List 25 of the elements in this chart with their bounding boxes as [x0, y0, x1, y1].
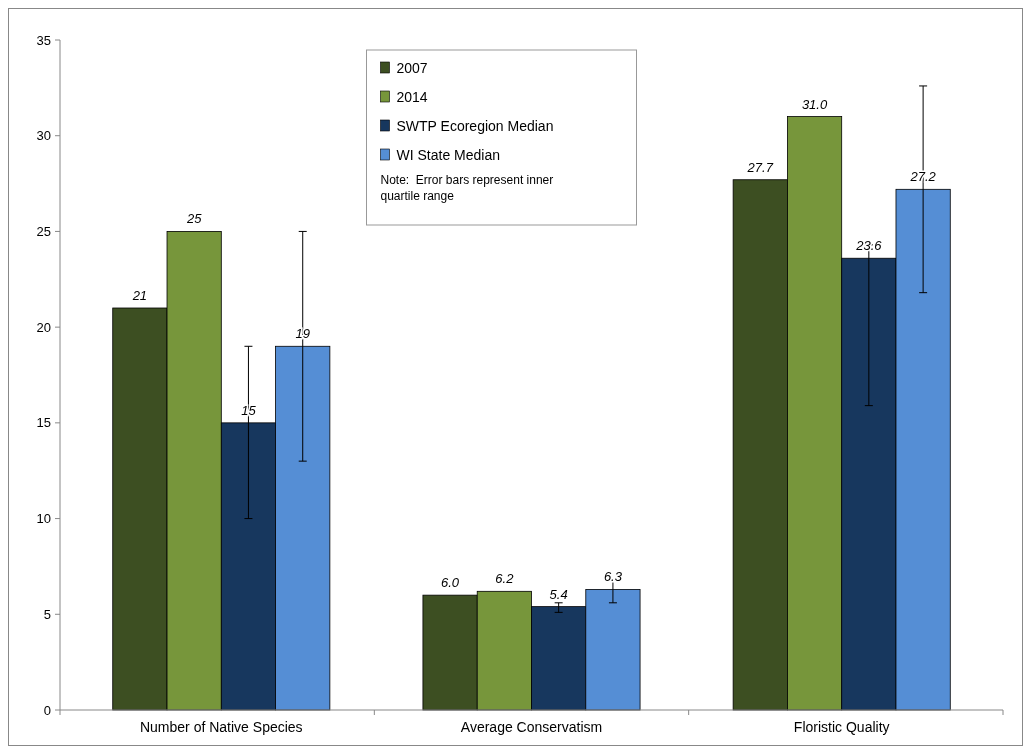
y-tick-label: 30 — [36, 128, 51, 144]
x-tick-label: Floristic Quality — [793, 719, 890, 735]
data-label: 6.2 — [495, 571, 515, 587]
legend-label: 2007 — [396, 59, 428, 76]
data-label: 5.4 — [549, 586, 568, 602]
x-tick-label: Average Conservatism — [460, 719, 603, 735]
y-tick-label: 35 — [36, 32, 51, 48]
x-tick-label: Number of Native Species — [139, 719, 303, 735]
data-label: 21 — [131, 288, 148, 303]
y-tick-label: 15 — [36, 415, 51, 431]
y-tick-label: 20 — [36, 319, 51, 335]
data-label: 31.0 — [801, 96, 828, 112]
data-label: 23.6 — [855, 238, 883, 254]
y-tick-label: 10 — [36, 511, 51, 527]
y-tick-label: 0 — [43, 702, 51, 718]
y-tick-label: 5 — [43, 606, 51, 622]
data-label: 27.7 — [746, 159, 774, 175]
data-label: 25 — [185, 211, 203, 227]
y-tick-label: 25 — [36, 223, 51, 239]
annotation: Note: Error bars represent inner quartile range — [380, 173, 554, 203]
legend-label: 2014 — [396, 88, 428, 105]
data-label: 6.3 — [603, 569, 623, 585]
legend-label: SWTP Ecoregion Median — [396, 117, 554, 134]
legend-label: WI State Median — [396, 146, 500, 163]
data-label: 6.0 — [441, 575, 460, 591]
